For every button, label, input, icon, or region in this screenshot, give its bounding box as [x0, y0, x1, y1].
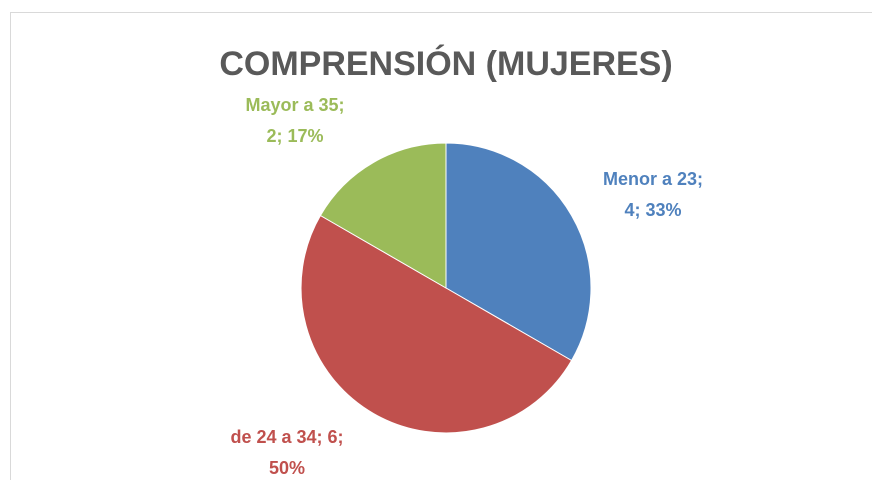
data-label: Menor a 23; 4; 33% [603, 169, 703, 220]
pie-slice [319, 142, 447, 289]
data-label: Mayor a 35; 2; 17% [245, 95, 344, 146]
pie-slice [300, 214, 573, 434]
data-label-line: Mayor a 35; [245, 95, 344, 115]
data-label: de 24 a 34; 6; 50% [230, 427, 343, 478]
data-label-line: 4; 33% [624, 200, 681, 220]
data-label-line: 50% [269, 458, 305, 478]
data-label-line: Menor a 23; [603, 169, 703, 189]
chart-title: COMPRENSIÓN (MUJERES) [219, 45, 672, 83]
data-label-line: de 24 a 34; 6; [230, 427, 343, 447]
pie-slice [445, 142, 592, 362]
data-label-line: 2; 17% [266, 126, 323, 146]
